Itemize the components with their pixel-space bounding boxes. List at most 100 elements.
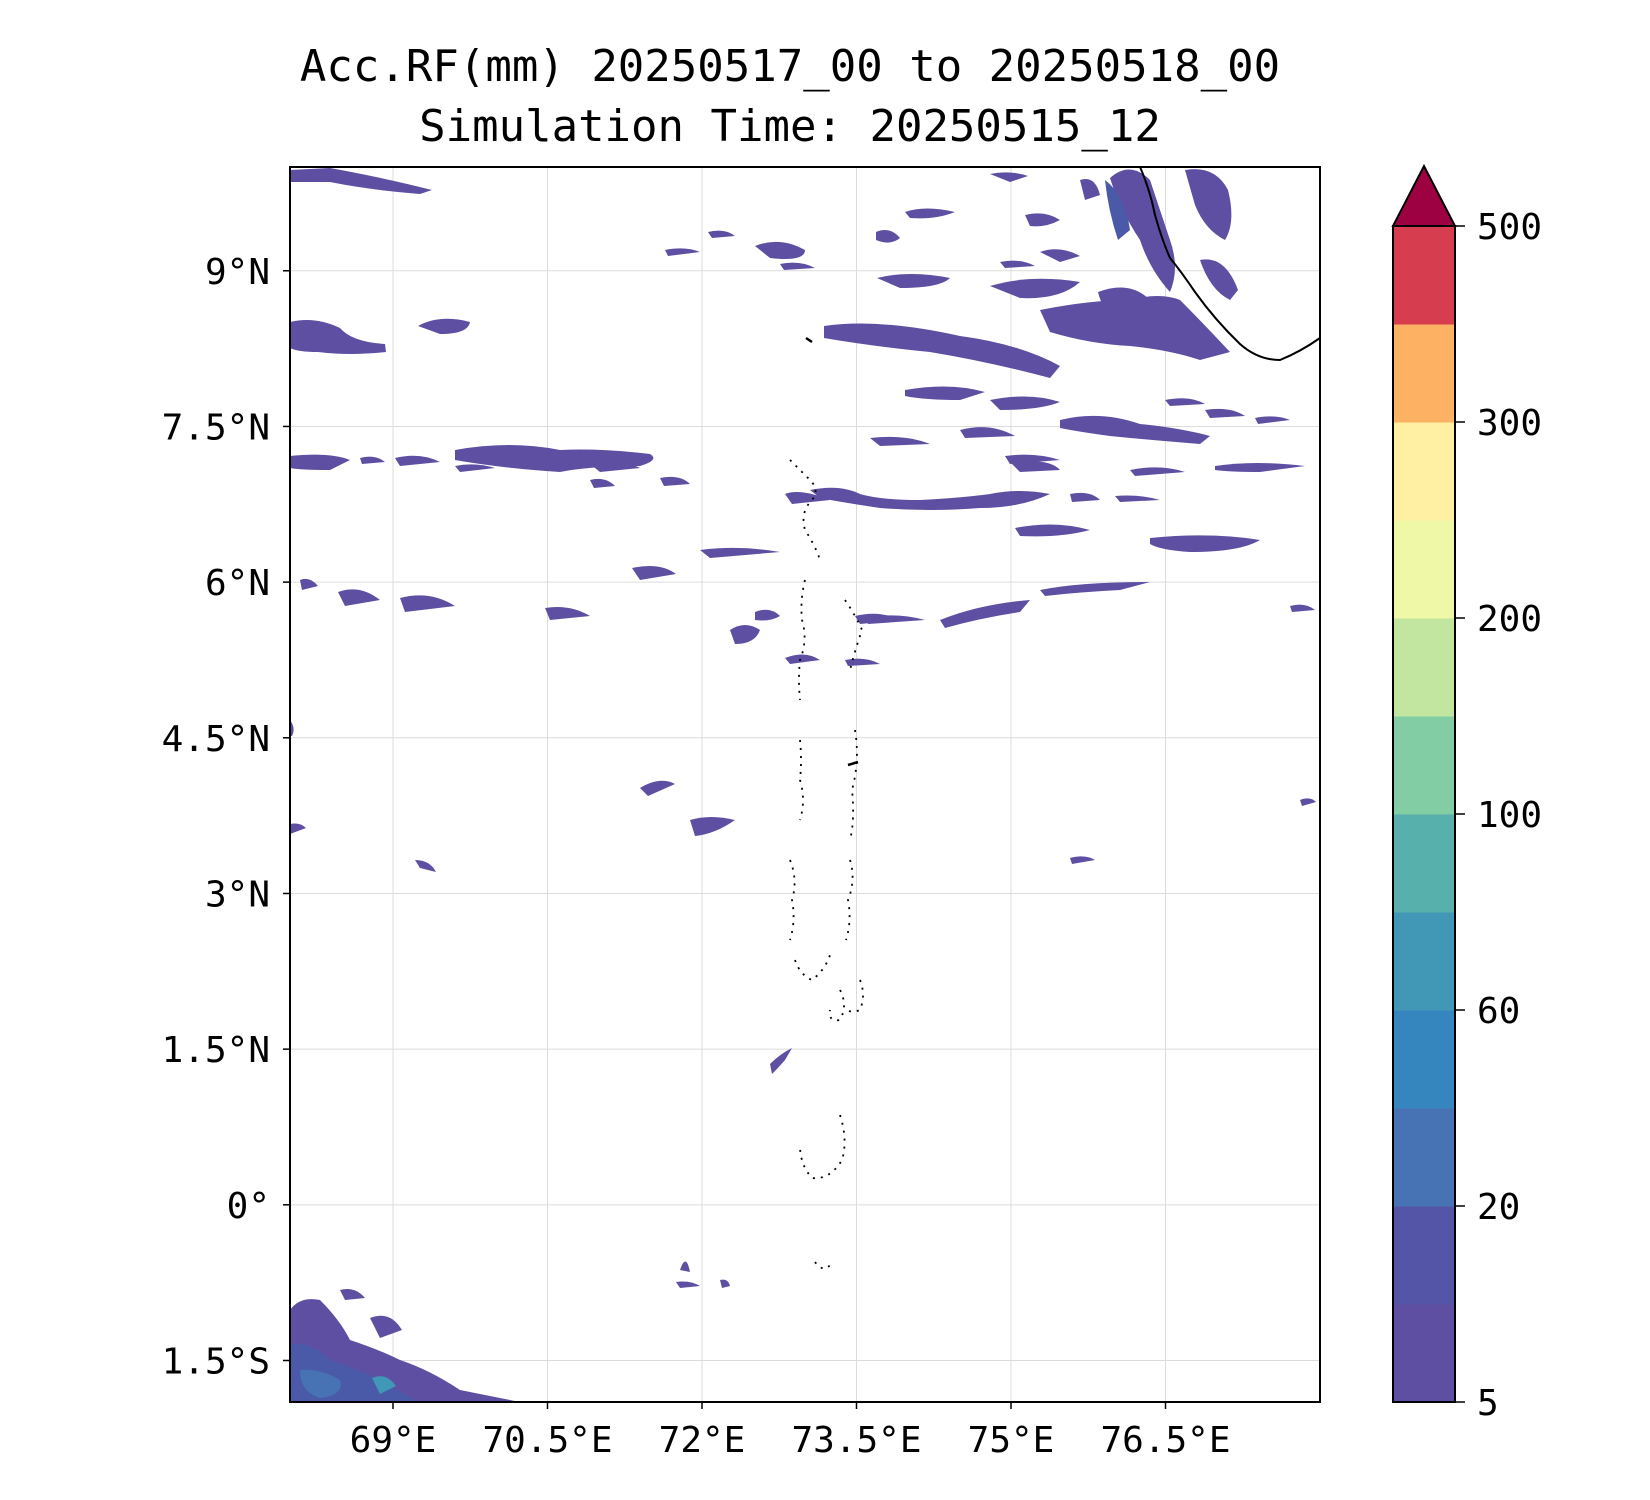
rain-patch (455, 464, 495, 472)
colorbar-bands (1393, 226, 1455, 1403)
x-tick-label: 72°E (659, 1420, 746, 1461)
rain-patch (1290, 604, 1315, 612)
rain-patch (1110, 169, 1175, 292)
rain-patch (690, 817, 735, 836)
rain-patch (395, 455, 440, 466)
rain-patch (1105, 180, 1130, 240)
rain-patch (990, 278, 1080, 299)
atoll-outline (828, 989, 845, 1022)
colorbar-band (1393, 1304, 1455, 1403)
rain-patch (1115, 495, 1160, 502)
rain-patch (708, 230, 735, 238)
rain-patch (785, 492, 830, 504)
rain-patch (665, 248, 700, 256)
coastline (789, 167, 1320, 1270)
atoll-outline (844, 979, 864, 1013)
map-subtitle: Simulation Time: 20250515_12 (419, 101, 1161, 152)
y-tick-label: 4.5°N (162, 719, 270, 760)
rain-patch (780, 262, 815, 270)
rain-patch (372, 1376, 396, 1394)
x-tick-label: 76.5°E (1100, 1420, 1230, 1461)
rain-patch (700, 547, 780, 558)
rain-patch (876, 230, 900, 243)
x-axis: 69°E 70.5°E 72°E 73.5°E 75°E 76.5°E (350, 1402, 1231, 1461)
rain-patch (340, 1289, 365, 1300)
rain-patch (730, 625, 760, 644)
gridlines (290, 167, 1320, 1402)
india-coastline (1139, 167, 1320, 362)
rain-patch (1060, 415, 1210, 444)
colorbar-band (1393, 912, 1455, 1011)
x-tick-label: 75°E (968, 1420, 1055, 1461)
colorbar-band (1393, 618, 1455, 717)
colorbar-extend-triangle (1391, 163, 1457, 227)
rain-patch (660, 476, 690, 486)
atoll-outline (849, 729, 858, 841)
rain-patch (1015, 524, 1090, 537)
atoll-outline (794, 954, 831, 982)
rain-patch (300, 578, 318, 590)
colorbar-tick-label: 300 (1477, 403, 1542, 444)
rain-patch (810, 487, 1050, 510)
rain-patch (632, 566, 676, 580)
map-title: Acc.RF(mm) 20250517_00 to 20250518_00 (299, 41, 1281, 92)
rain-patch (755, 609, 780, 621)
rain-patch (1000, 260, 1035, 268)
colorbar-band (1393, 814, 1455, 913)
rain-patch (870, 436, 930, 446)
rain-patch (1040, 582, 1150, 596)
rain-patch (990, 396, 1060, 410)
atoll-outline (847, 760, 859, 767)
x-tick-label: 69°E (350, 1420, 437, 1461)
plot-area (290, 167, 1320, 1402)
rain-patch (545, 607, 590, 620)
colorbar-tick-label: 60 (1477, 991, 1520, 1032)
y-tick-label: 6°N (205, 563, 270, 604)
atoll-outline (799, 739, 804, 821)
colorbar-tick-label: 500 (1477, 207, 1542, 248)
rain-patch (1040, 249, 1080, 262)
colorbar-ticks: 5 20 60 100 200 300 500 (1455, 207, 1542, 1424)
rain-patch (290, 168, 432, 194)
rain-patch (1080, 179, 1100, 200)
rain-patch (824, 323, 1060, 378)
colorbar-tick-label: 200 (1477, 599, 1542, 640)
rain-patch (290, 823, 306, 834)
rain-patch (960, 427, 1015, 438)
rain-patch (990, 172, 1028, 182)
rain-patch (1150, 535, 1260, 552)
atoll-outline (799, 1114, 846, 1180)
rain-patch (400, 595, 455, 612)
rain-patch (1185, 169, 1232, 240)
rain-patch (785, 654, 820, 664)
atoll-outline (845, 859, 854, 941)
rain-patch (1165, 398, 1205, 406)
rain-patch (590, 461, 640, 472)
rain-patch (640, 780, 675, 796)
y-tick-label: 3°N (205, 874, 270, 915)
rain-patch (370, 1315, 402, 1338)
rain-patch (865, 615, 925, 624)
plot-frame (289, 166, 1321, 1403)
rainfall-contours (290, 168, 1316, 1402)
rain-patch (940, 600, 1030, 628)
y-tick-label: 1.5°S (162, 1341, 270, 1382)
rain-patch (1205, 408, 1245, 418)
rain-patch (905, 208, 955, 219)
y-tick-label: 1.5°N (162, 1030, 270, 1071)
colorbar-tick-label: 100 (1477, 795, 1542, 836)
colorbar-band (1393, 716, 1455, 815)
rain-patch (290, 454, 350, 470)
rain-patch (300, 1369, 341, 1398)
y-axis: 9°N 7.5°N 6°N 4.5°N 3°N 1.5°N 0° 1.5°S (162, 252, 290, 1382)
rain-patch (1070, 856, 1095, 864)
rain-patch (418, 318, 470, 334)
y-tick-label: 9°N (205, 252, 270, 293)
rain-patch (1070, 492, 1100, 502)
atoll-outline (844, 599, 863, 671)
rain-patch (877, 274, 950, 288)
colorbar-band (1393, 1206, 1455, 1305)
rain-patch (905, 386, 985, 400)
colorbar-band (1393, 226, 1455, 325)
